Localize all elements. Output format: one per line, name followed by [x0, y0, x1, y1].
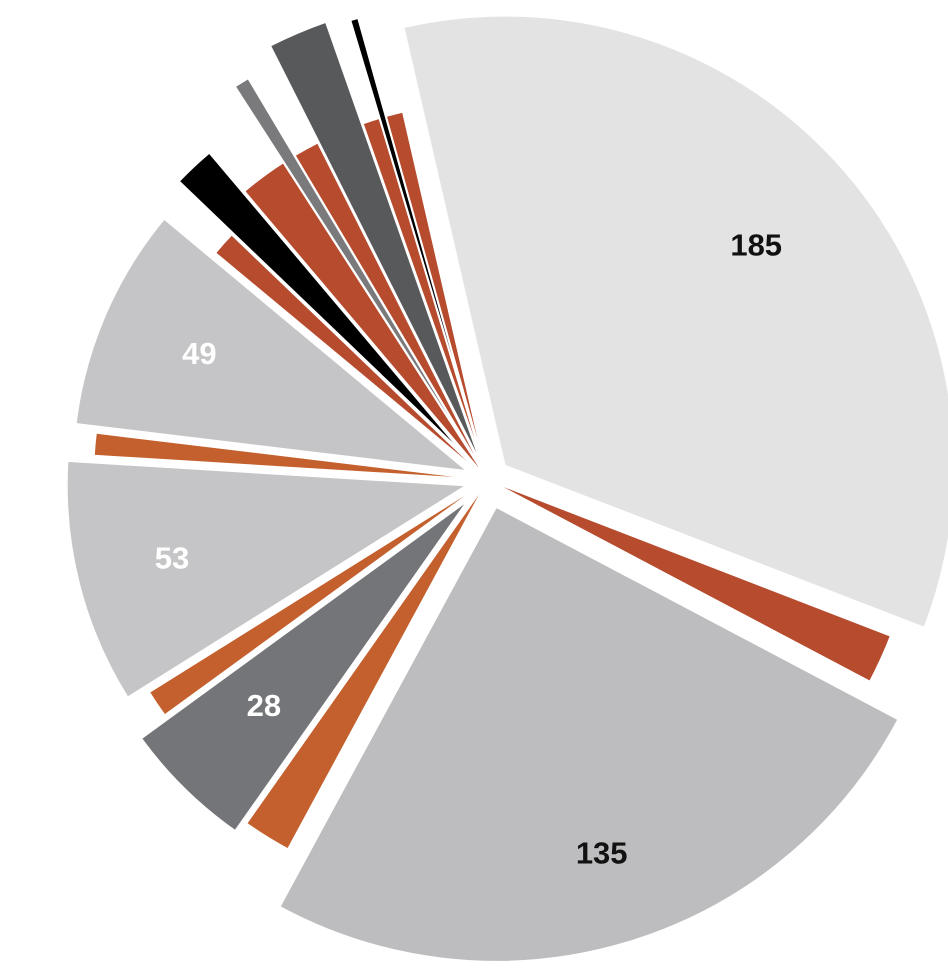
pie-slice-15: [269, 20, 484, 469]
pie-slice-18: [384, 110, 489, 481]
pie-slice-2: [487, 479, 892, 683]
data-label-53: 53: [155, 540, 189, 575]
data-label-185: 185: [730, 228, 782, 263]
pie-slice-7: [65, 459, 468, 699]
pie-data-labels: 185 135 28 53 49: [155, 228, 782, 871]
pie-slice-8: [92, 431, 489, 481]
data-label-49: 49: [182, 336, 216, 371]
pie-slice-5: [139, 498, 470, 833]
pie-slice-9: [74, 217, 469, 473]
pie-slice-10: [214, 233, 489, 481]
pie-slice-4: [245, 479, 489, 851]
pie-slices: [65, 14, 948, 963]
data-label-135: 135: [576, 835, 628, 870]
pie-slice-11: [177, 151, 468, 458]
pie-slice-13: [233, 77, 480, 466]
pie-slice-1: [402, 14, 948, 629]
pie-slice-3: [278, 505, 900, 963]
data-label-28: 28: [247, 688, 281, 723]
pie-slice-17: [349, 16, 486, 470]
pie-slice-6: [147, 479, 489, 717]
